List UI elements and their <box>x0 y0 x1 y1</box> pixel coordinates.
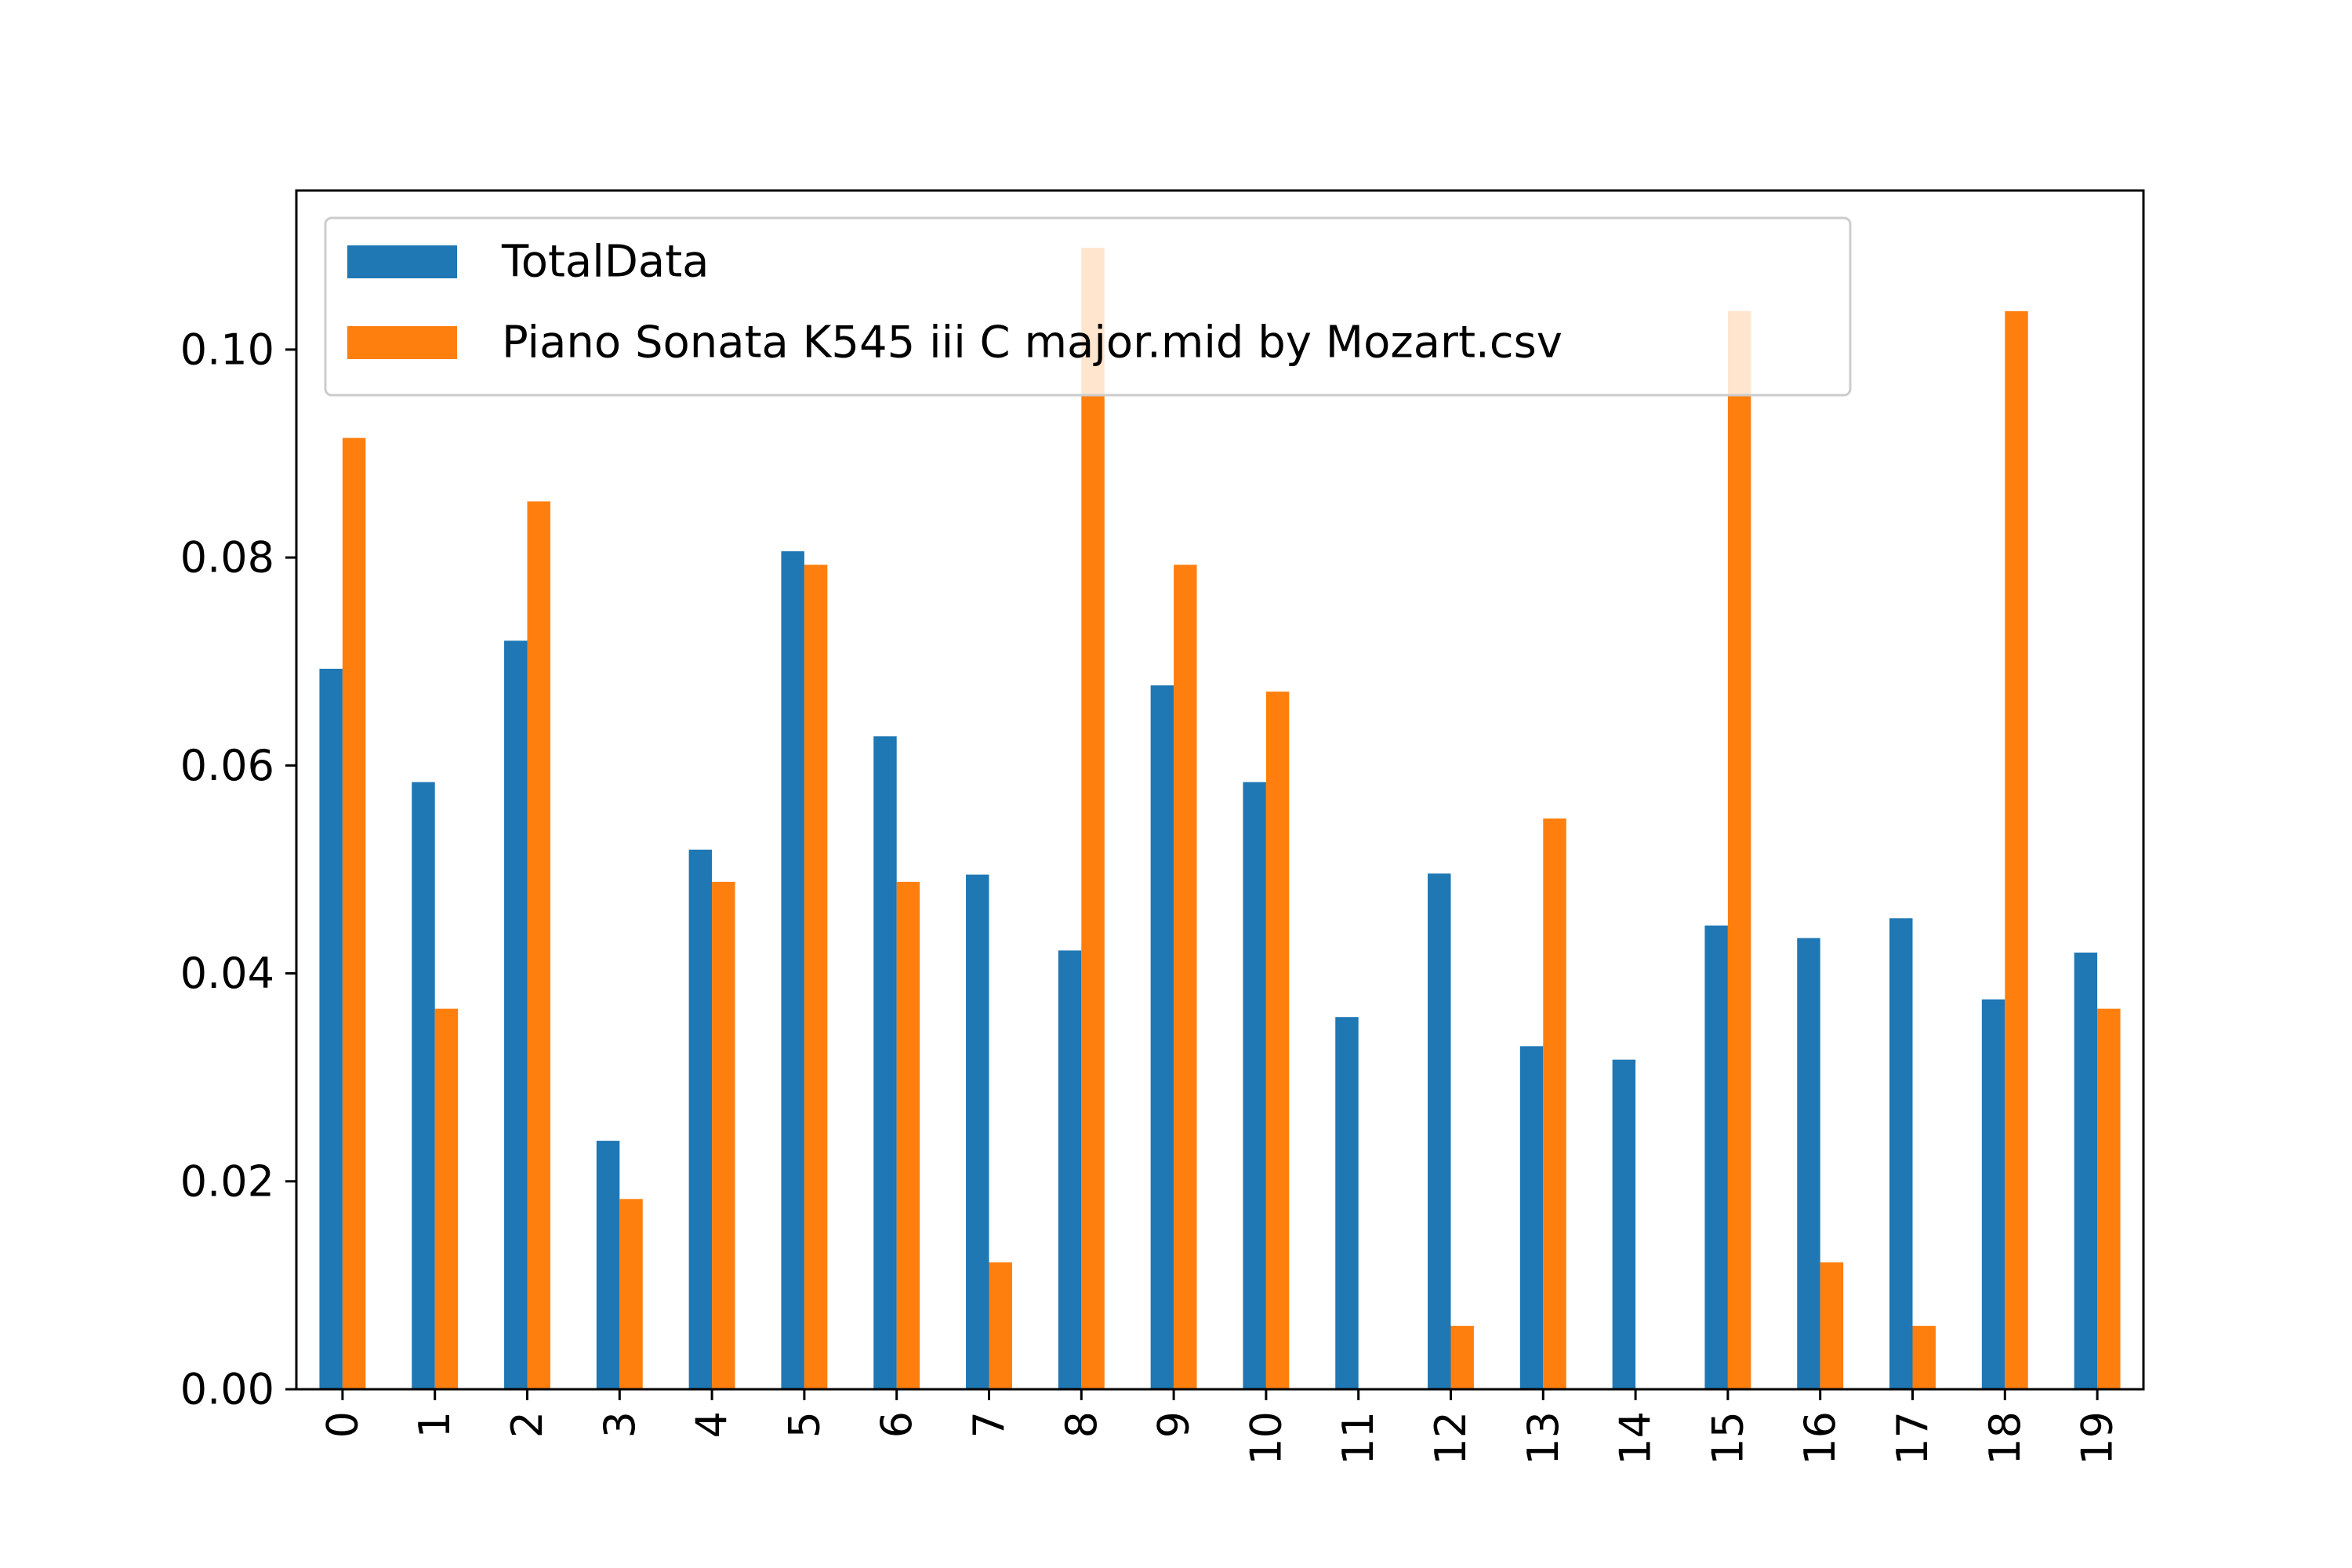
bar-series1-cat-0 <box>342 437 366 1389</box>
bar-series1-cat-10 <box>1265 691 1290 1389</box>
x-tick-label: 16 <box>1795 1411 1845 1465</box>
x-tick-label: 4 <box>688 1411 737 1438</box>
y-axis: 0.00 0.02 0.04 0.06 0.08 0.10 <box>180 325 296 1414</box>
y-tick-label: 0.08 <box>180 533 274 583</box>
x-tick-label: 18 <box>1980 1411 2030 1465</box>
bar-series0-cat-15 <box>1704 925 1728 1389</box>
legend: TotalData Piano Sonata K545 iii C major.… <box>324 216 1852 397</box>
x-tick-label: 1 <box>410 1411 459 1438</box>
bar-series1-cat-15 <box>1727 310 1751 1390</box>
legend-swatch-mozart <box>347 326 457 359</box>
y-tick-label: 0.04 <box>180 949 274 998</box>
bar-series0-cat-12 <box>1428 873 1451 1389</box>
bar-series1-cat-3 <box>619 1199 643 1389</box>
bar-series1-cat-1 <box>434 1008 459 1389</box>
bar-series1-cat-6 <box>896 881 920 1389</box>
bar-series0-cat-7 <box>966 874 989 1389</box>
x-tick-label: 19 <box>2073 1411 2122 1465</box>
x-tick-label: 6 <box>872 1411 921 1438</box>
bar-series1-cat-13 <box>1543 818 1566 1389</box>
bar-series0-cat-0 <box>319 669 343 1389</box>
x-tick-label: 17 <box>1888 1411 1937 1465</box>
legend-label-totaldata: TotalData <box>501 237 710 288</box>
bar-series1-cat-19 <box>2097 1008 2121 1389</box>
bar-series1-cat-17 <box>1912 1326 1936 1389</box>
bar-series0-cat-1 <box>412 782 435 1389</box>
bar-series1-cat-2 <box>527 501 550 1389</box>
bar-series0-cat-3 <box>596 1141 620 1389</box>
bar-series0-cat-2 <box>504 641 528 1389</box>
bar-series1-cat-4 <box>712 881 735 1389</box>
bar-series0-cat-10 <box>1243 782 1266 1389</box>
y-tick-label: 0.06 <box>180 741 274 790</box>
bar-series0-cat-6 <box>873 736 897 1389</box>
x-tick-label: 9 <box>1149 1411 1199 1438</box>
x-tick-label: 2 <box>503 1411 552 1438</box>
x-tick-label: 10 <box>1241 1411 1290 1465</box>
plot-frame <box>295 189 2145 1391</box>
bars-group <box>319 247 2121 1390</box>
legend-swatch-totaldata <box>347 245 457 278</box>
y-tick-label: 0.00 <box>180 1365 274 1414</box>
x-tick-label: 14 <box>1611 1411 1661 1465</box>
x-tick-label: 15 <box>1703 1411 1752 1465</box>
bar-series0-cat-16 <box>1797 938 1820 1389</box>
bar-series1-cat-7 <box>989 1262 1012 1389</box>
legend-box <box>324 216 1852 397</box>
x-tick-label: 8 <box>1057 1411 1106 1438</box>
bar-series0-cat-18 <box>1981 999 2005 1389</box>
x-tick-label: 3 <box>595 1411 644 1438</box>
x-tick-label: 13 <box>1519 1411 1568 1465</box>
bar-series0-cat-19 <box>2074 953 2098 1389</box>
y-tick-label: 0.10 <box>180 325 274 374</box>
y-tick-label: 0.02 <box>180 1156 274 1206</box>
x-tick-label: 7 <box>964 1411 1014 1438</box>
bar-series0-cat-17 <box>1889 918 1913 1389</box>
bar-series1-cat-16 <box>1820 1262 1844 1389</box>
x-tick-label: 5 <box>779 1411 829 1438</box>
x-tick-label: 0 <box>318 1411 367 1438</box>
x-axis: 0 1 2 3 4 5 6 7 8 9 10 11 12 13 14 15 16 17 18 19 <box>318 1389 2122 1465</box>
bar-series0-cat-8 <box>1058 950 1082 1389</box>
bar-series0-cat-4 <box>688 849 713 1389</box>
bar-series1-cat-18 <box>2005 310 2028 1390</box>
bar-series0-cat-9 <box>1150 685 1174 1389</box>
x-tick-label: 12 <box>1426 1411 1475 1465</box>
bar-series0-cat-11 <box>1335 1017 1359 1389</box>
bar-series0-cat-14 <box>1612 1059 1636 1389</box>
bar-series1-cat-5 <box>804 564 828 1389</box>
x-tick-label: 11 <box>1334 1411 1383 1465</box>
bar-series1-cat-12 <box>1450 1326 1474 1389</box>
bar-series0-cat-13 <box>1519 1046 1544 1389</box>
legend-label-mozart: Piano Sonata K545 iii C major.mid by Moz… <box>502 318 1563 368</box>
bar-series1-cat-8 <box>1081 247 1105 1390</box>
bar-series1-cat-9 <box>1174 564 1197 1389</box>
bar-series0-cat-5 <box>781 551 804 1390</box>
